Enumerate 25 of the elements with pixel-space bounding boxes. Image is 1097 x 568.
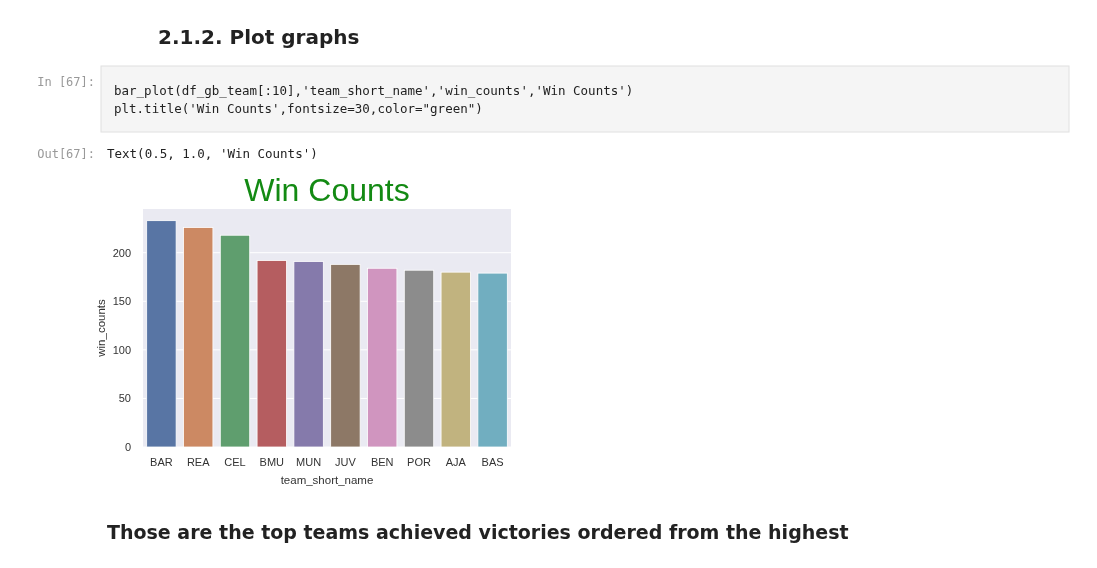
- y-tick-label: 100: [112, 343, 131, 356]
- x-tick-label: BAR: [150, 456, 173, 468]
- x-tick-label: REA: [186, 456, 211, 468]
- y-tick-label: 200: [112, 246, 131, 259]
- y-tick-label: 50: [118, 392, 131, 405]
- y-axis-title: win_counts: [95, 298, 107, 358]
- chart-title: Win Counts: [244, 172, 410, 208]
- x-tick-label: BAS: [481, 456, 504, 468]
- x-tick-label: AJA: [445, 456, 467, 468]
- x-axis-title: team_short_name: [280, 474, 374, 486]
- x-tick-label: MUN: [296, 456, 322, 468]
- text: 2.1.2. Plot graphs: [158, 25, 360, 49]
- y-tick-label: 0: [124, 440, 131, 453]
- text: Text(0.5, 1.0, 'Win Counts'): [107, 146, 318, 161]
- y-tick-label: 150: [112, 295, 131, 308]
- x-tick-label: JUV: [335, 456, 357, 468]
- text: In [67]:: [37, 75, 95, 89]
- x-tick-label: CEL: [224, 456, 246, 468]
- x-tick-label: POR: [407, 456, 431, 468]
- text: Out[67]:: [37, 147, 95, 161]
- x-tick-label: BEN: [370, 456, 394, 468]
- text: bar_plot(df_gb_team[:10],'team_short_name','win_counts','Win Counts'): [114, 83, 634, 98]
- x-tick-label: BMU: [259, 456, 285, 468]
- text: plt.title('Win Counts',fontsize=30,color="green"): [114, 101, 483, 116]
- text: Those are the top teams achieved victories ordered from the highest: [107, 521, 849, 543]
